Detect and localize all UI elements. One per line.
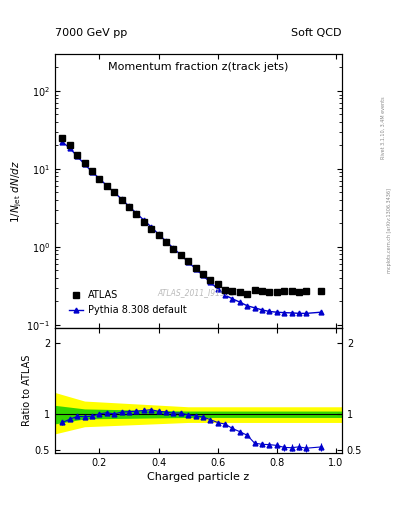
- Text: Momentum fraction z(track jets): Momentum fraction z(track jets): [108, 62, 288, 72]
- X-axis label: Charged particle z: Charged particle z: [147, 472, 250, 482]
- Text: ATLAS_2011_I919017: ATLAS_2011_I919017: [157, 288, 240, 297]
- Text: Rivet 3.1.10, 3.4M events: Rivet 3.1.10, 3.4M events: [381, 97, 386, 159]
- Y-axis label: Ratio to ATLAS: Ratio to ATLAS: [22, 355, 32, 426]
- Text: mcplots.cern.ch [arXiv:1306.3436]: mcplots.cern.ch [arXiv:1306.3436]: [387, 188, 391, 273]
- Y-axis label: $1/N_{\mathsf{jet}}\ dN/dz$: $1/N_{\mathsf{jet}}\ dN/dz$: [9, 160, 24, 223]
- Text: Soft QCD: Soft QCD: [292, 28, 342, 38]
- Text: 7000 GeV pp: 7000 GeV pp: [55, 28, 127, 38]
- Legend: ATLAS, Pythia 8.308 default: ATLAS, Pythia 8.308 default: [66, 287, 190, 318]
